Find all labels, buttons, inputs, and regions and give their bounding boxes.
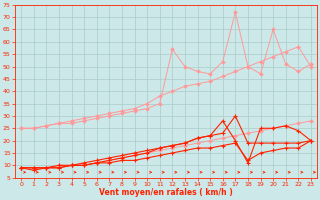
X-axis label: Vent moyen/en rafales ( km/h ): Vent moyen/en rafales ( km/h ) — [99, 188, 233, 197]
